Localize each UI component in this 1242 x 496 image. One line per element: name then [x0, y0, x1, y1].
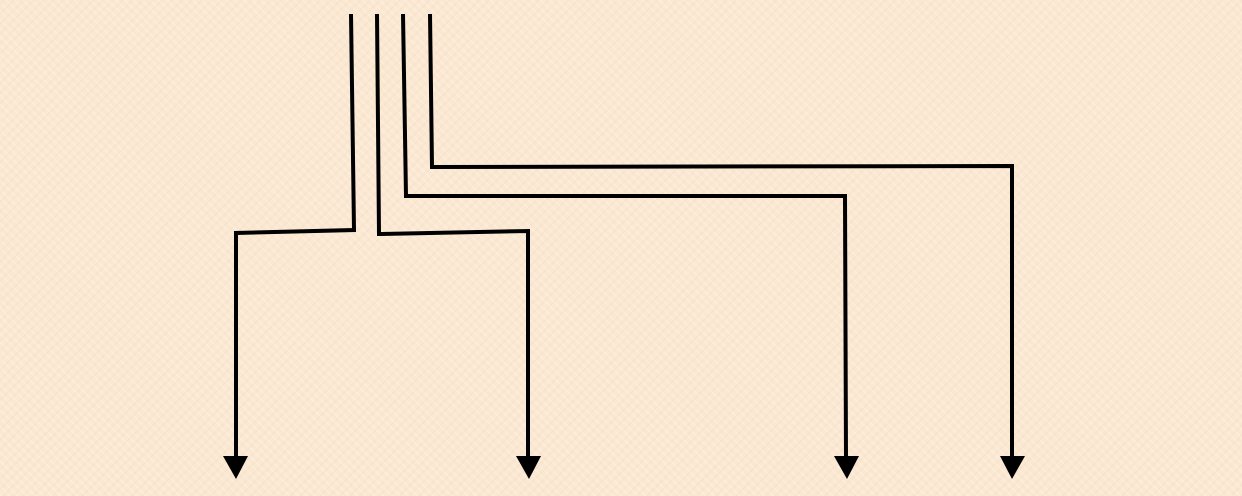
- connector-4-line: [428, 13, 1014, 458]
- connector-2: [375, 13, 541, 479]
- connector-1-line: [234, 13, 357, 458]
- connector-4: [428, 13, 1025, 479]
- connector-1: [223, 13, 357, 479]
- connector-2-line: [375, 13, 530, 458]
- connector-3: [401, 13, 859, 479]
- connector-2-arrowhead-icon: [516, 456, 541, 479]
- connector-1-arrowhead-icon: [223, 456, 248, 479]
- connector-4-arrowhead-icon: [1000, 456, 1025, 479]
- connector-3-line: [401, 13, 848, 459]
- connector-3-arrowhead-icon: [834, 456, 859, 479]
